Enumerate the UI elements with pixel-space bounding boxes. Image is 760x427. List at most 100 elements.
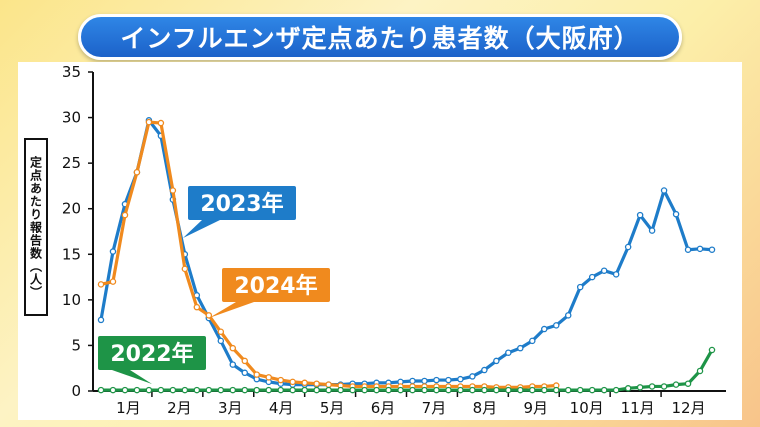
series-2-point [229, 344, 237, 352]
series-3-point [660, 383, 668, 390]
series-3-point [481, 386, 488, 394]
series-1-point [672, 210, 680, 218]
x-tick-label: 7月 [422, 399, 447, 417]
series-2-point [289, 378, 296, 386]
series-2-point [181, 265, 189, 273]
x-tick-label: 10月 [570, 399, 604, 417]
series-3-point [385, 386, 392, 394]
x-tick-label: 11月 [621, 399, 655, 417]
series-3-point [588, 386, 596, 394]
series-1-point [588, 273, 596, 281]
annotation-label: 2022年 [110, 341, 193, 367]
series-3-point [636, 384, 644, 391]
series-3-point [576, 386, 584, 394]
series-2-point [121, 211, 129, 219]
chart-title: インフルエンザ定点あたり患者数（大阪府） [120, 24, 640, 53]
annotation-badge [188, 186, 296, 220]
series-3-point [445, 386, 452, 394]
series-3-point [564, 386, 572, 394]
series-3-point [313, 386, 320, 394]
series-1-point [541, 325, 548, 333]
series-3-point [289, 386, 296, 394]
annotation-badge [98, 336, 206, 370]
x-tick-label: 2月 [167, 399, 192, 417]
annotation-badge [222, 268, 330, 302]
series-2-point [157, 119, 165, 127]
series-2-point [193, 303, 201, 311]
series-2-point [133, 169, 141, 176]
series-1-point [648, 227, 656, 234]
series-1-point [612, 271, 620, 278]
series-1-point [624, 243, 632, 251]
series-2-point [277, 376, 284, 384]
series-3-point [277, 386, 284, 394]
x-tick-label: 5月 [320, 399, 345, 417]
series-1-point [241, 369, 249, 377]
series-1-point [421, 377, 428, 385]
series-3-point [241, 386, 249, 394]
series-2-point [301, 379, 308, 387]
series-2-point [265, 374, 272, 381]
series-3-point [684, 380, 692, 387]
series-3-point [469, 386, 476, 394]
series-3-point [325, 386, 332, 394]
series-3-point [157, 386, 165, 394]
x-tick-label: 12月 [671, 399, 705, 417]
series-3-point [409, 386, 416, 394]
series-1-point [457, 375, 464, 383]
series-3-point [337, 386, 344, 394]
series-3-point [600, 386, 608, 394]
series-2-point [109, 278, 117, 285]
series-1-point [600, 267, 608, 274]
series-3-point [696, 367, 704, 375]
series-2-point [205, 312, 213, 319]
y-tick-label: 0 [71, 382, 81, 400]
y-tick-label: 20 [62, 200, 81, 218]
x-tick-label: 1月 [116, 399, 141, 417]
annotation-pointer [209, 302, 254, 318]
series-3-point [421, 386, 428, 394]
y-tick-label: 10 [62, 291, 81, 309]
series-3-point [145, 386, 153, 394]
series-3-point [553, 386, 560, 394]
series-1-point [517, 344, 524, 352]
series-3-line [99, 348, 714, 392]
x-tick-label: 3月 [218, 399, 243, 417]
y-tick-label: 5 [71, 336, 81, 354]
series-1-point [636, 211, 644, 219]
y-tick-label: 15 [62, 245, 81, 263]
series-1-point [97, 316, 105, 324]
annotation-pointer [183, 220, 220, 238]
x-tick-label: 8月 [473, 399, 498, 417]
series-3-point [133, 386, 141, 394]
series-3-point [265, 386, 272, 394]
series-1-point [708, 246, 716, 253]
series-1-point [576, 283, 584, 291]
series-1-point [109, 248, 117, 255]
annotation-label: 2023年 [200, 191, 283, 217]
series-3-point [648, 383, 656, 390]
series-3-point [672, 381, 680, 388]
series-1-point [505, 349, 512, 356]
series-3-point [301, 386, 308, 394]
series-3-point [181, 386, 189, 394]
y-tick-label: 35 [62, 63, 81, 81]
series-1-point [217, 337, 225, 345]
series-3-point [217, 386, 225, 394]
series-3-point [457, 386, 464, 394]
series-3-point [109, 386, 117, 394]
series-3-point [121, 386, 129, 394]
annotation-pointer [112, 370, 152, 384]
x-tick-label: 6月 [371, 399, 396, 417]
series-2-point [169, 187, 177, 194]
series-3-point [433, 386, 440, 394]
series-1-point [445, 376, 452, 384]
series-3-point [169, 386, 177, 394]
series-3-point [205, 386, 213, 394]
y-axis-label: 定点あたり報告数（人） [28, 155, 43, 299]
series-1-point [469, 373, 476, 380]
series-1-point [229, 361, 237, 368]
series-3-point [229, 386, 237, 394]
y-tick-label: 25 [62, 154, 81, 172]
